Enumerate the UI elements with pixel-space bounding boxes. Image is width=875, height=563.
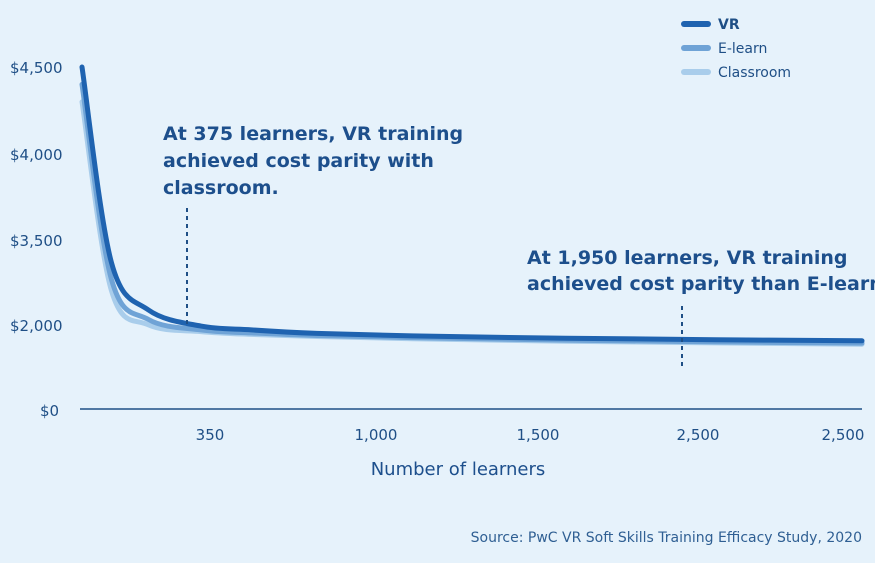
annotation-text: achieved cost parity than E-learn — [527, 273, 875, 295]
x-axis-label: Number of learners — [371, 459, 546, 480]
x-tick-label: 1,500 — [517, 426, 560, 444]
annotation-text: classroom. — [163, 177, 279, 199]
series-line-vr — [79, 64, 865, 344]
legend-label-vr: VR — [718, 17, 740, 33]
annotation-text: achieved cost parity with — [163, 150, 434, 172]
x-tick-label: 2,500 — [677, 426, 720, 444]
y-tick-label: $2,000 — [10, 317, 63, 335]
x-tick-label: 350 — [196, 426, 225, 444]
x-tick-label: 2,500 — [822, 426, 865, 444]
source-note: Source: PwC VR Soft Skills Training Effi… — [471, 530, 862, 546]
legend: VR E-learn Classroom — [681, 17, 791, 81]
legend-label-classroom: Classroom — [718, 65, 791, 81]
y-tick-label: $4,000 — [10, 146, 63, 164]
legend-label-elearn: E-learn — [718, 41, 767, 57]
annotation-text: At 1,950 learners, VR training — [527, 247, 848, 269]
y-tick-label: $0 — [40, 402, 59, 420]
y-tick-label: $4,500 — [10, 59, 63, 77]
y-tick-label: $3,500 — [10, 232, 63, 250]
x-tick-label: 1,000 — [355, 426, 398, 444]
annotation-text: At 375 learners, VR training — [163, 123, 463, 145]
